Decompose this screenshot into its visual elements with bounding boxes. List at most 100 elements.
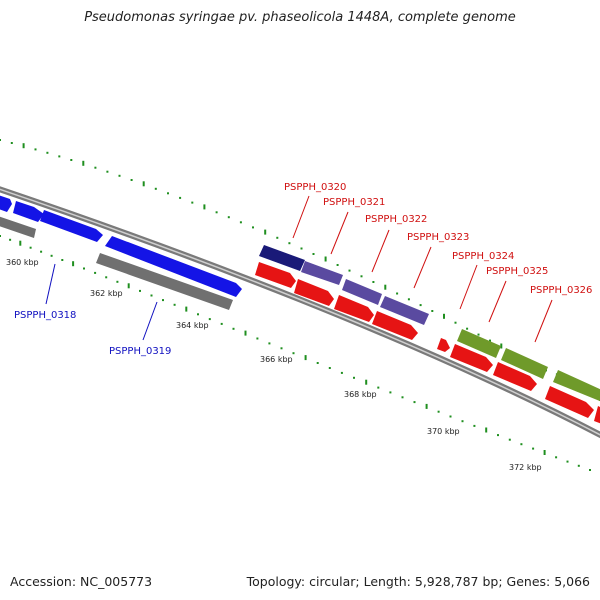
gc-outer-mark xyxy=(489,339,491,342)
gc-outer-mark xyxy=(46,151,49,154)
gene-label-0320: PSPPH_0320 xyxy=(284,182,346,193)
gene-g-a xyxy=(0,195,12,212)
gc-outer-mark xyxy=(191,201,194,204)
gene-g-b xyxy=(13,201,44,222)
gc-inner-mark xyxy=(40,250,43,253)
gc-outer-mark xyxy=(179,196,182,199)
gc-inner-mark xyxy=(116,280,119,283)
gc-inner-mark xyxy=(508,438,511,441)
gc-outer-mark xyxy=(288,242,291,245)
red-feature-6 xyxy=(450,344,493,372)
gray-feature-b xyxy=(96,253,233,310)
gene-label-0325: PSPPH_0325 xyxy=(486,266,548,277)
gc-outer-mark xyxy=(10,142,13,144)
gene-label-0326: PSPPH_0326 xyxy=(530,285,592,296)
gc-inner-mark xyxy=(29,246,32,249)
gc-inner-mark xyxy=(401,396,404,399)
gene-g-d xyxy=(105,236,242,297)
gene-g-h xyxy=(380,296,429,325)
gene-g-j xyxy=(501,348,548,379)
gc-inner-mark xyxy=(19,240,22,246)
gc-outer-mark xyxy=(312,253,315,255)
gene-label-0318: PSPPH_0318 xyxy=(14,310,76,321)
scale-tick-labels: 360 kbp 362 kbp 364 kbp 366 kbp 368 kbp … xyxy=(6,258,542,472)
gc-outer-mark xyxy=(477,333,480,336)
gc-inner-mark xyxy=(208,318,211,321)
gc-inner-mark xyxy=(105,276,108,279)
gc-outer-mark xyxy=(466,327,469,330)
red-feature-8 xyxy=(545,386,594,418)
topology-label: Topology: circular; Length: 5,928,787 bp… xyxy=(246,574,590,589)
gene-callout-lines xyxy=(45,195,553,343)
gc-inner-mark xyxy=(232,327,235,330)
gc-outer-mark xyxy=(118,174,121,177)
gene-g-k xyxy=(553,370,600,402)
gc-inner-mark xyxy=(425,403,428,409)
gc-outer-mark xyxy=(407,298,410,301)
red-feature-1 xyxy=(255,262,296,288)
gc-outer-mark xyxy=(324,256,327,262)
tick-label-366: 366 kbp xyxy=(260,355,293,364)
cds-reverse-track xyxy=(255,262,600,424)
red-feature-5 xyxy=(437,338,450,352)
gene-g-e xyxy=(259,245,305,271)
accession-label: Accession: NC_005773 xyxy=(10,574,153,589)
gc-outer-mark xyxy=(130,179,133,181)
gc-inner-mark xyxy=(197,313,199,316)
gc-inner-mark xyxy=(532,447,535,450)
gc-outer-mark xyxy=(239,221,242,224)
gc-outer-mark xyxy=(372,281,375,283)
gc-outer-mark xyxy=(215,211,218,214)
gc-skew-track xyxy=(0,235,591,471)
gc-inner-mark xyxy=(72,261,75,267)
gene-label-0322: PSPPH_0322 xyxy=(365,214,427,225)
gc-outer-mark xyxy=(70,159,73,161)
gc-outer-mark xyxy=(34,148,37,151)
gc-inner-mark xyxy=(292,352,295,355)
gc-inner-mark xyxy=(497,434,499,437)
gc-inner-mark xyxy=(150,294,153,297)
gc-inner-mark xyxy=(449,415,452,418)
gc-inner-mark xyxy=(520,443,523,446)
gc-inner-mark xyxy=(543,450,546,455)
gc-outer-mark xyxy=(384,284,387,290)
gene-label-0324: PSPPH_0324 xyxy=(452,251,514,262)
gc-inner-mark xyxy=(244,330,247,336)
gc-outer-mark xyxy=(227,216,230,219)
red-feature-2 xyxy=(294,279,334,306)
gc-outer-mark xyxy=(94,166,97,169)
gc-inner-mark xyxy=(377,386,380,389)
gc-inner-mark xyxy=(473,424,476,427)
gc-inner-mark xyxy=(340,371,343,374)
gc-outer-mark xyxy=(276,236,279,239)
gc-outer-mark xyxy=(0,139,1,141)
tick-label-360: 360 kbp xyxy=(6,258,39,267)
genome-backbone xyxy=(0,186,600,439)
gc-inner-mark xyxy=(566,460,569,463)
gc-inner-mark xyxy=(185,306,188,312)
gc-inner-mark xyxy=(353,376,355,379)
gc-inner-mark xyxy=(127,283,130,289)
gc-outer-mark xyxy=(82,160,85,166)
gc-inner-mark xyxy=(365,379,368,385)
gc-outer-mark xyxy=(106,170,109,173)
gc-inner-mark xyxy=(94,271,97,274)
gc-inner-mark xyxy=(268,342,271,345)
gc-inner-mark xyxy=(280,347,283,350)
gc-outer-mark xyxy=(443,313,445,319)
tick-label-372: 372 kbp xyxy=(509,463,542,472)
tick-label-364: 364 kbp xyxy=(176,321,209,330)
gc-inner-mark xyxy=(50,254,53,257)
gc-inner-mark xyxy=(0,235,1,237)
gc-outer-mark xyxy=(167,192,169,195)
gc-inner-mark xyxy=(413,401,416,404)
gc-inner-mark xyxy=(162,299,164,302)
gc-inner-mark xyxy=(9,238,12,241)
gray-feature-track xyxy=(0,216,233,310)
tick-label-362: 362 kbp xyxy=(90,289,123,298)
gc-outer-mark xyxy=(431,310,434,312)
gc-inner-mark xyxy=(316,362,319,364)
red-feature-9 xyxy=(594,406,600,424)
gc-inner-mark xyxy=(220,322,223,325)
